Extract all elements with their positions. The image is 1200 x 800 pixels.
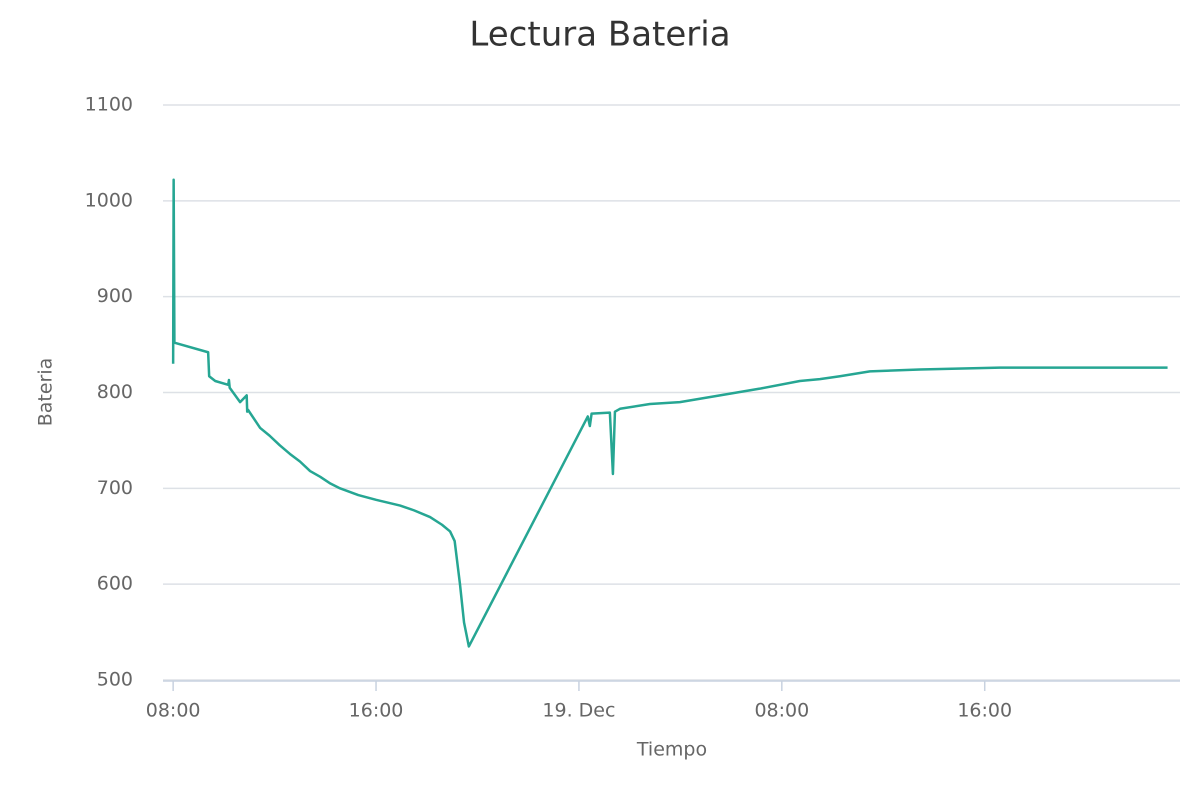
chart-title: Lectura Bateria xyxy=(469,15,730,55)
x-tick-label: 08:00 xyxy=(146,700,201,722)
y-tick-label: 800 xyxy=(97,381,133,403)
y-tick-label: 600 xyxy=(97,573,133,595)
y-tick-label: 700 xyxy=(97,477,133,499)
x-tick-label: 08:00 xyxy=(754,700,809,722)
x-tick-label: 16:00 xyxy=(957,700,1012,722)
y-tick-label: 900 xyxy=(97,285,133,307)
data-line xyxy=(171,178,1168,648)
y-tick-label: 500 xyxy=(97,669,133,691)
y-axis-title: Bateria xyxy=(35,358,57,427)
y-tick-label: 1000 xyxy=(85,189,133,211)
x-axis-title: Tiempo xyxy=(636,739,707,761)
x-tick-label: 16:00 xyxy=(349,700,404,722)
x-tick-label: 19. Dec xyxy=(542,700,615,722)
y-tick-label: 1100 xyxy=(85,94,133,116)
